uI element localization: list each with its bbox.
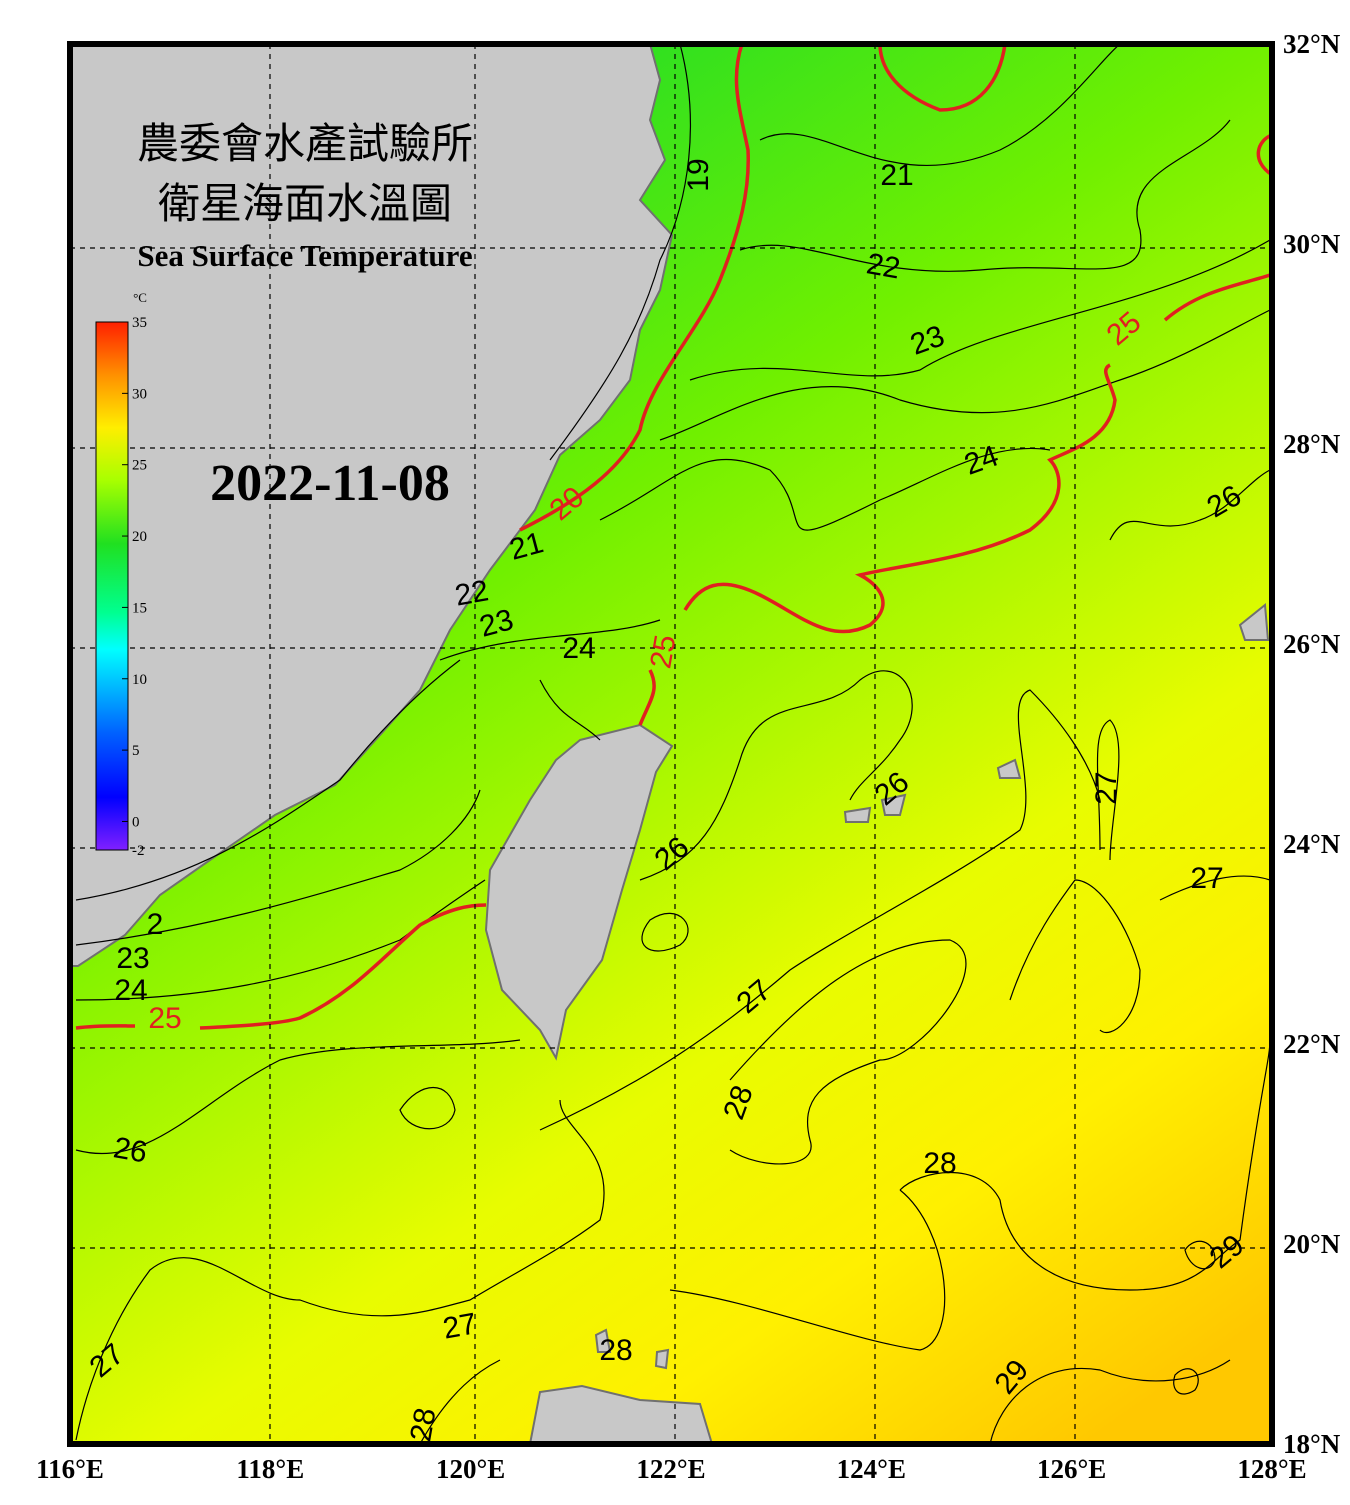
contour-line	[75, 789, 481, 946]
colorbar-unit: °C	[133, 290, 147, 305]
contour-line	[659, 309, 1271, 441]
lat-label: 24°N	[1283, 829, 1341, 859]
colorbar-tick-label: 25	[132, 458, 147, 474]
lon-label: 118°E	[236, 1454, 304, 1484]
contour-line	[439, 619, 661, 741]
map-frame	[67, 41, 1275, 1447]
contour-label: 24	[114, 974, 147, 1007]
land-luzon	[528, 1384, 714, 1444]
contour-line	[419, 1189, 946, 1444]
contour-line	[641, 912, 689, 952]
lat-label: 20°N	[1283, 1229, 1341, 1259]
contour-line	[759, 44, 1121, 167]
lat-label: 32°N	[1283, 29, 1341, 59]
title-zh-2: 衛星海面水溫圖	[158, 182, 452, 228]
lat-label: 30°N	[1283, 229, 1341, 259]
lon-label: 120°E	[436, 1454, 505, 1484]
colorbar-tick-label: 10	[132, 672, 147, 688]
title-en: Sea Surface Temperature	[137, 238, 472, 273]
contour-line	[539, 689, 1101, 1131]
contour-line	[1109, 469, 1271, 541]
contour-line	[75, 1099, 605, 1441]
contour-line	[729, 939, 967, 1165]
contour-line-25	[638, 273, 1271, 726]
lat-label: 22°N	[1283, 1029, 1341, 1059]
contour-label: 24	[562, 632, 595, 665]
land-china	[70, 44, 674, 967]
colorbar-tick-label: 5	[132, 743, 140, 759]
contour-line	[75, 1039, 521, 1155]
contour-line	[899, 1039, 1271, 1291]
contour-line	[1184, 1240, 1216, 1270]
contour-label: 26	[111, 1131, 150, 1169]
lat-label: 26°N	[1283, 629, 1341, 659]
colorbar-tick-label: 30	[132, 386, 147, 402]
contour-label: 23	[116, 942, 149, 975]
contour-label: 28	[599, 1334, 632, 1367]
contours	[75, 44, 1271, 1444]
date: 2022-11-08	[210, 455, 450, 512]
lat-label: 18°N	[1283, 1429, 1341, 1459]
contour-label: 2	[147, 908, 164, 941]
lon-label: 116°E	[36, 1454, 104, 1484]
contour-line-25	[878, 44, 1272, 177]
land-taiwan	[484, 723, 674, 1061]
island	[594, 603, 1270, 1370]
contour-label: 28	[923, 1147, 956, 1180]
contour-label: 27	[1190, 862, 1223, 895]
contour-label: 28	[404, 1405, 442, 1444]
contour-label: 19	[682, 158, 715, 191]
axis-labels: 116°E 118°E 120°E 122°E 124°E 126°E 128°E 32°N 3…	[36, 29, 1341, 1484]
colorbar-tick-label: 0	[132, 814, 140, 830]
contour-label: 25	[644, 632, 682, 671]
contour-line	[689, 239, 1271, 381]
contour-line	[739, 119, 1231, 272]
title-zh-1: 農委會水產試驗所	[137, 121, 473, 168]
lat-label: 28°N	[1283, 429, 1341, 459]
contour-line	[599, 447, 1051, 531]
contour-line	[75, 659, 461, 901]
colorbar-tick-label: 15	[132, 600, 147, 616]
contour-label: 22	[452, 574, 491, 612]
graticule	[70, 44, 1272, 1444]
lon-label: 126°E	[1037, 1454, 1106, 1484]
contour-line	[989, 1359, 1231, 1444]
contour-line	[1009, 875, 1271, 1034]
colorbar-ticks: -2 0 5 10 15 20 25 30 35	[122, 315, 147, 859]
colorbar	[95, 321, 129, 851]
contour-line-25	[75, 903, 487, 1030]
contour-line	[399, 1086, 456, 1130]
contour-label: 22	[864, 247, 903, 285]
contours-bold	[75, 44, 1272, 1030]
contour-label: 25	[148, 1002, 181, 1035]
lon-label: 122°E	[636, 1454, 705, 1484]
lon-label: 124°E	[837, 1454, 906, 1484]
contour-label: 27	[440, 1307, 479, 1345]
contour-line	[1096, 719, 1120, 861]
contour-label: 21	[880, 159, 913, 192]
colorbar-tick-label: -2	[132, 843, 145, 859]
contour-line-20	[519, 44, 751, 532]
contour-label: 27	[1090, 771, 1123, 804]
colorbar-tick-label: 35	[132, 315, 147, 331]
lon-label: 128°E	[1237, 1454, 1306, 1484]
contour-line	[549, 44, 691, 461]
contour-line	[639, 670, 913, 881]
contour-line	[75, 879, 486, 1001]
colorbar-tick-label: 20	[132, 529, 147, 545]
